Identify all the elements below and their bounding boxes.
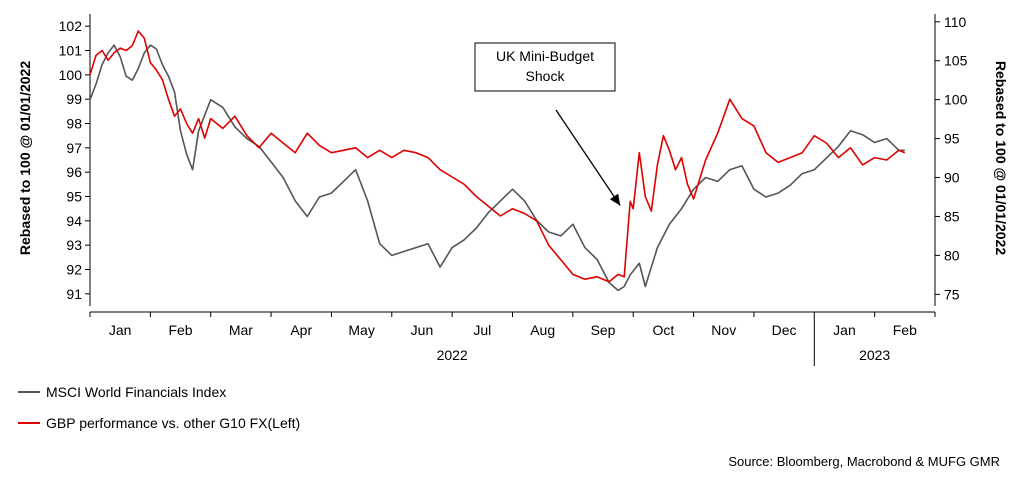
y-axis-label-right: Rebased to 100 @ 01/01/2022: [993, 61, 1009, 255]
y-tick-label-right: 85: [944, 208, 960, 224]
annotation-text: Shock: [526, 68, 566, 84]
y-tick-label-right: 110: [944, 14, 967, 30]
annotation-arrowhead: [609, 193, 621, 206]
x-tick-label: Dec: [772, 322, 797, 338]
x-tick-label: Nov: [711, 322, 736, 338]
x-tick-label: Mar: [229, 322, 253, 338]
x-tick-label: Oct: [653, 322, 675, 338]
y-tick-label-right: 105: [944, 53, 968, 69]
y-tick-label-left: 97: [66, 140, 82, 156]
y-tick-label-left: 93: [66, 237, 82, 253]
y-tick-label-right: 80: [944, 247, 960, 263]
series-line-msci: [89, 44, 905, 292]
y-tick-label-left: 101: [59, 43, 83, 59]
year-label: 2022: [437, 347, 468, 363]
x-tick-label: Jan: [833, 322, 856, 338]
annotation-layer: UK Mini-Budget Shock: [474, 42, 621, 206]
x-tick-label: May: [348, 322, 374, 338]
y-tick-label-left: 98: [66, 116, 82, 132]
y-tick-label-left: 95: [66, 189, 82, 205]
y-tick-label-left: 99: [66, 91, 82, 107]
series-line-gbp: [89, 30, 906, 283]
source-note: Source: Bloomberg, Macrobond & MUFG GMR: [728, 454, 1000, 469]
x-tick-label: Apr: [290, 322, 312, 338]
y-tick-label-right: 90: [944, 170, 960, 186]
legend-label-msci: MSCI World Financials Index: [46, 384, 227, 400]
legend-label-gbp: GBP performance vs. other G10 FX(Left): [46, 415, 301, 431]
legend-swatch-gbp: [18, 422, 40, 424]
y-tick-label-right: 100: [944, 92, 968, 108]
x-tick-label: Jan: [109, 322, 132, 338]
annotation-arrow: [555, 109, 621, 206]
x-tick-label: Aug: [530, 322, 555, 338]
y-tick-label-left: 102: [59, 18, 83, 34]
axes-layer: 91 92 93 94 95 96 97 98 99 100 101 102 75 80 85 90 95 100…: [59, 14, 968, 366]
y-tick-label-right: 95: [944, 131, 960, 147]
x-tick-label: Feb: [893, 322, 917, 338]
x-tick-label: Sep: [591, 322, 616, 338]
chart-svg: 91 92 93 94 95 96 97 98 99 100 101 102 75 80 85 90 95 100…: [17, 14, 1009, 366]
x-tick-label: Jul: [473, 322, 491, 338]
y-tick-label-left: 94: [66, 213, 82, 229]
x-tick-label: Feb: [168, 322, 192, 338]
annotation-text: UK Mini-Budget: [496, 48, 594, 64]
series-layer: [89, 30, 906, 292]
y-tick-label-left: 91: [66, 286, 82, 302]
y-axis-label-left: Rebased to 100 @ 01/01/2022: [17, 61, 33, 255]
y-tick-label-right: 75: [944, 286, 960, 302]
year-label: 2023: [859, 347, 890, 363]
legend-item-gbp: GBP performance vs. other G10 FX(Left): [18, 415, 300, 431]
y-tick-label-left: 100: [59, 67, 83, 83]
annotation-box: [474, 42, 616, 92]
legend-swatch-msci: [18, 391, 40, 393]
x-tick-label: Jun: [411, 322, 434, 338]
y-tick-label-left: 96: [66, 164, 82, 180]
legend-item-msci: MSCI World Financials Index: [18, 384, 226, 400]
y-tick-label-left: 92: [66, 262, 82, 278]
